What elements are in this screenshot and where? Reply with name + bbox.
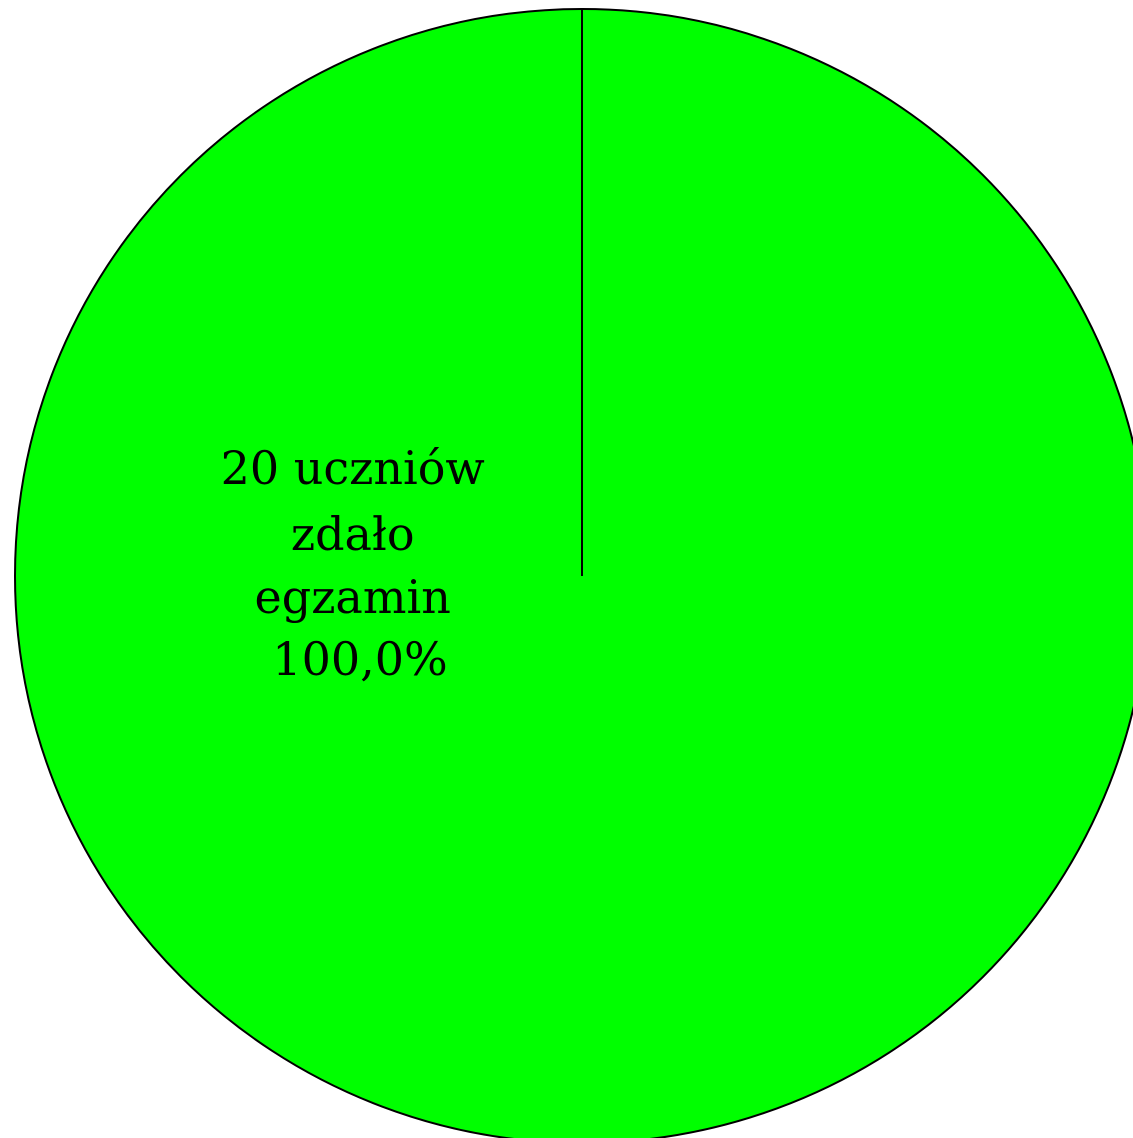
slice-label-line-3: egzamin [255,570,451,624]
slice-label-line-1: 20 uczniów [221,441,485,495]
slice-label-line-4: 100,0% [272,632,447,686]
slice-label-line-2: zdało [291,507,415,561]
slice-label-passed: 20 uczniów zdało egzamin 100,0% [221,441,500,686]
pie-slices [14,8,1133,1138]
pie-slice-0 [14,8,1133,1138]
